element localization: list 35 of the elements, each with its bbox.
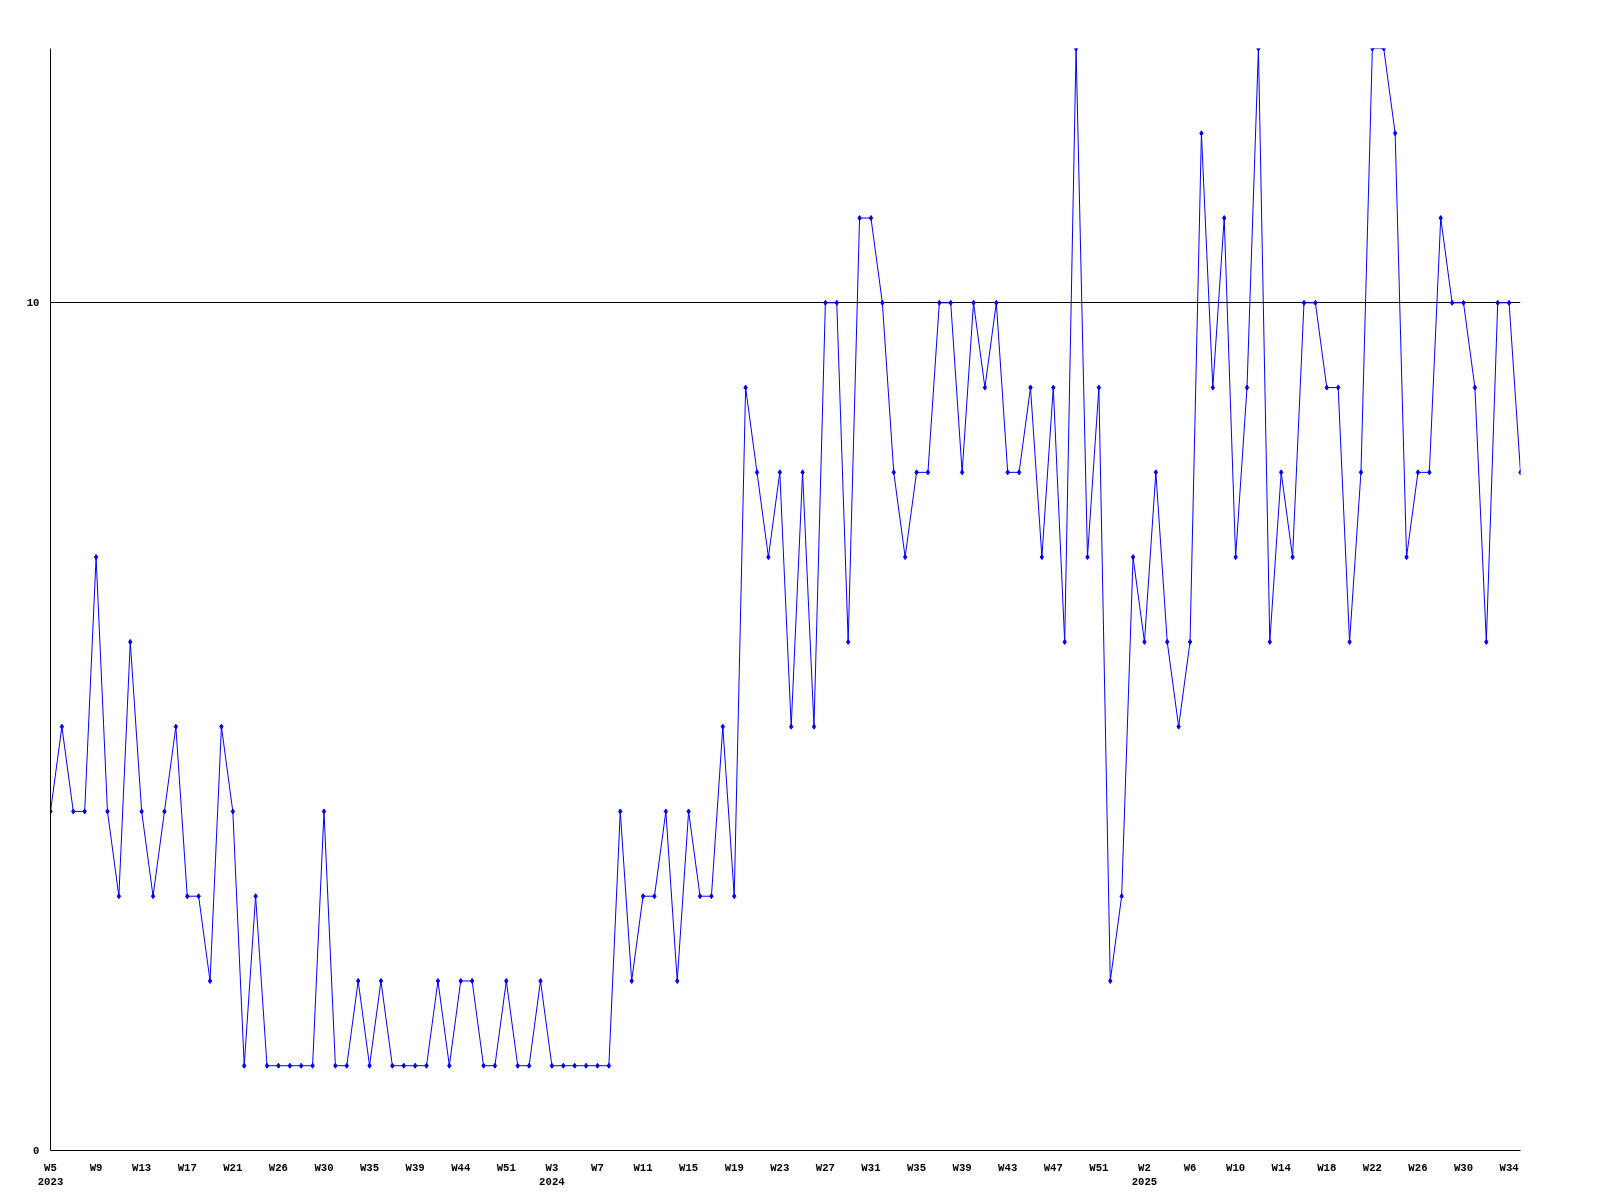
x-tick-label: W11 (633, 1161, 653, 1174)
x-tick-label: W7 (591, 1161, 604, 1174)
x-tick-label: W13 (132, 1161, 152, 1174)
x-tick-label: W17 (177, 1161, 197, 1174)
x-tick-label: W47 (1043, 1161, 1063, 1174)
x-tick-label: W27 (815, 1161, 835, 1174)
x-tick-label: W26 (268, 1161, 288, 1174)
x-tick-label: W14 (1271, 1161, 1292, 1174)
x-tick-label: W35 (906, 1161, 927, 1174)
y-tick-label: 10 (26, 297, 40, 310)
x-tick-label: W5 2023 (37, 1161, 64, 1188)
x-tick-label: W26 (1408, 1161, 1428, 1174)
x-tick-label: W43 (998, 1161, 1018, 1174)
x-tick-label: W39 (405, 1161, 425, 1174)
x-tick-label: W3 2024 (539, 1161, 566, 1188)
x-tick-label: W2 2025 (1131, 1161, 1158, 1188)
x-tick-label: W51 (1089, 1161, 1109, 1174)
x-tick-label: W18 (1317, 1161, 1337, 1174)
x-tick-label: W39 (952, 1161, 972, 1174)
x-tick-label: W10 (1226, 1161, 1246, 1174)
x-tick-label: W15 (679, 1161, 699, 1174)
x-tick-label: W51 (496, 1161, 516, 1174)
x-tick-label: W19 (724, 1161, 744, 1174)
x-tick-label: W30 (1453, 1161, 1474, 1174)
x-tick-label: W22 (1362, 1161, 1382, 1174)
x-tick-label: W34 (1499, 1161, 1520, 1174)
x-tick-label: W9 (89, 1161, 103, 1174)
x-tick-label: W21 (223, 1161, 243, 1174)
x-tick-label: W44 (451, 1161, 471, 1174)
x-tick-label: W23 (770, 1161, 790, 1174)
x-tick-label: W6 (1183, 1161, 1197, 1174)
x-tick-label: W30 (314, 1161, 334, 1174)
y-tick-label: 0 (33, 1145, 40, 1157)
x-tick-label: W35 (359, 1161, 380, 1174)
x-tick-label: W31 (861, 1161, 881, 1174)
